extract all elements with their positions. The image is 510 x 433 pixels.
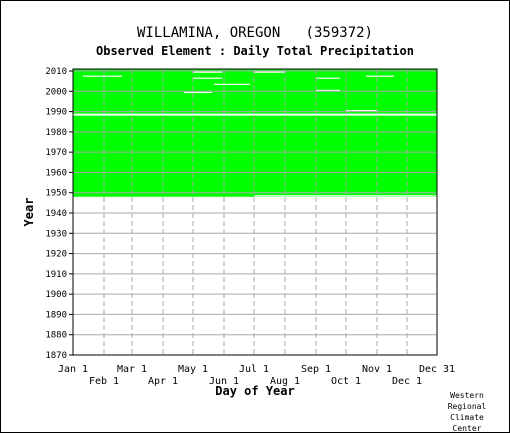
y-tick-label: 1990 xyxy=(45,108,67,118)
x-tick-label: Aug 1 xyxy=(270,376,300,387)
missing-data-gap xyxy=(83,75,122,77)
y-axis-label: Year xyxy=(22,198,36,227)
credit-line: Regional xyxy=(447,402,487,411)
missing-data-gap xyxy=(254,71,285,73)
observed-period-bar xyxy=(73,115,437,197)
y-tick-label: 1930 xyxy=(45,229,67,239)
y-tick-label: 1940 xyxy=(45,209,67,219)
credit-line: Center xyxy=(452,424,482,433)
missing-data-gap xyxy=(346,110,377,112)
y-tick-label: 1970 xyxy=(45,148,67,158)
missing-data-gap xyxy=(316,77,340,79)
missing-data-gap xyxy=(214,83,250,85)
x-tick-label: Dec 1 xyxy=(392,376,422,387)
y-tick-label: 2000 xyxy=(45,87,67,97)
y-tick-label: 1960 xyxy=(45,168,67,178)
missing-data-gap xyxy=(316,89,340,91)
missing-data-gap xyxy=(254,195,437,197)
x-tick-label: May 1 xyxy=(178,364,208,375)
y-tick-label: 1980 xyxy=(45,128,67,138)
plot-border xyxy=(72,68,438,356)
missing-data-gap xyxy=(73,114,437,116)
x-tick-label: Mar 1 xyxy=(117,364,147,375)
x-tick-label: Jan 1 xyxy=(58,364,88,375)
y-tick-label: 1910 xyxy=(45,270,67,280)
credit-block: Western Regional Climate Center xyxy=(437,390,497,433)
y-tick-label: 1880 xyxy=(45,331,67,341)
x-tick-label: Oct 1 xyxy=(331,376,361,387)
credit-line: Western xyxy=(450,391,484,400)
x-tick-label: Jul 1 xyxy=(239,364,269,375)
x-tick-label: Nov 1 xyxy=(362,364,392,375)
chart-title: WILLAMINA, OREGON (359372) xyxy=(136,25,373,41)
y-tick-label: 1890 xyxy=(45,310,67,320)
chart-subtitle: Observed Element : Daily Total Precipita… xyxy=(96,44,414,58)
y-tick-label: 2010 xyxy=(45,67,67,77)
missing-data-gap xyxy=(184,91,212,94)
y-tick-label: 1950 xyxy=(45,189,67,199)
x-tick-label: Dec 31 xyxy=(419,364,455,375)
x-tick-label: Feb 1 xyxy=(89,376,119,387)
missing-data-gap xyxy=(193,77,222,79)
x-tick-label: Jun 1 xyxy=(209,376,239,387)
x-axis-label: Day of Year xyxy=(215,384,294,398)
x-tick-label: Apr 1 xyxy=(148,376,178,387)
y-tick-label: 1870 xyxy=(45,351,67,361)
x-tick-label: Sep 1 xyxy=(301,364,331,375)
missing-data-gap xyxy=(366,75,394,77)
y-tick-label: 1900 xyxy=(45,290,67,300)
credit-line: Climate xyxy=(450,413,484,422)
y-tick-label: 1920 xyxy=(45,250,67,260)
missing-data-gap xyxy=(193,71,222,73)
